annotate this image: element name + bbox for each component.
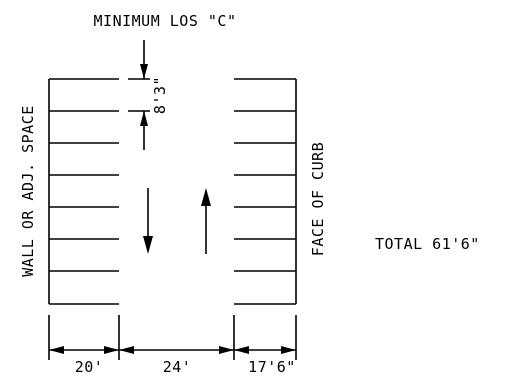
right-parking-row (234, 78, 297, 305)
total-label: TOTAL 61'6" (375, 235, 480, 253)
right-side-label: FACE OF CURB (309, 142, 327, 256)
arrow-right-icon (281, 346, 296, 354)
arrow-left-icon (49, 346, 64, 354)
arrow-down-icon (140, 64, 148, 79)
arrow-up-icon (140, 111, 148, 126)
left-side-label: WALL OR ADJ. SPACE (19, 105, 37, 277)
arrow-right-icon (104, 346, 119, 354)
stall-width-dimension: 8'3" (128, 40, 169, 150)
dimension-label: 17'6" (248, 358, 296, 376)
stall-width-label: 8'3" (151, 76, 169, 114)
traffic-arrows (143, 188, 211, 254)
arrow-left-icon (119, 346, 134, 354)
dimension-label: 20' (75, 358, 104, 376)
arrow-right-icon (219, 346, 234, 354)
arrow-left-icon (234, 346, 249, 354)
bottom-dimension-chain: 20' 24' 17'6" (48, 315, 297, 376)
arrow-down-icon (143, 236, 153, 254)
dimension-label: 24' (163, 358, 192, 376)
arrow-up-icon (201, 188, 211, 206)
diagram-title: MINIMUM LOS "C" (94, 12, 237, 30)
left-parking-row (48, 78, 119, 305)
